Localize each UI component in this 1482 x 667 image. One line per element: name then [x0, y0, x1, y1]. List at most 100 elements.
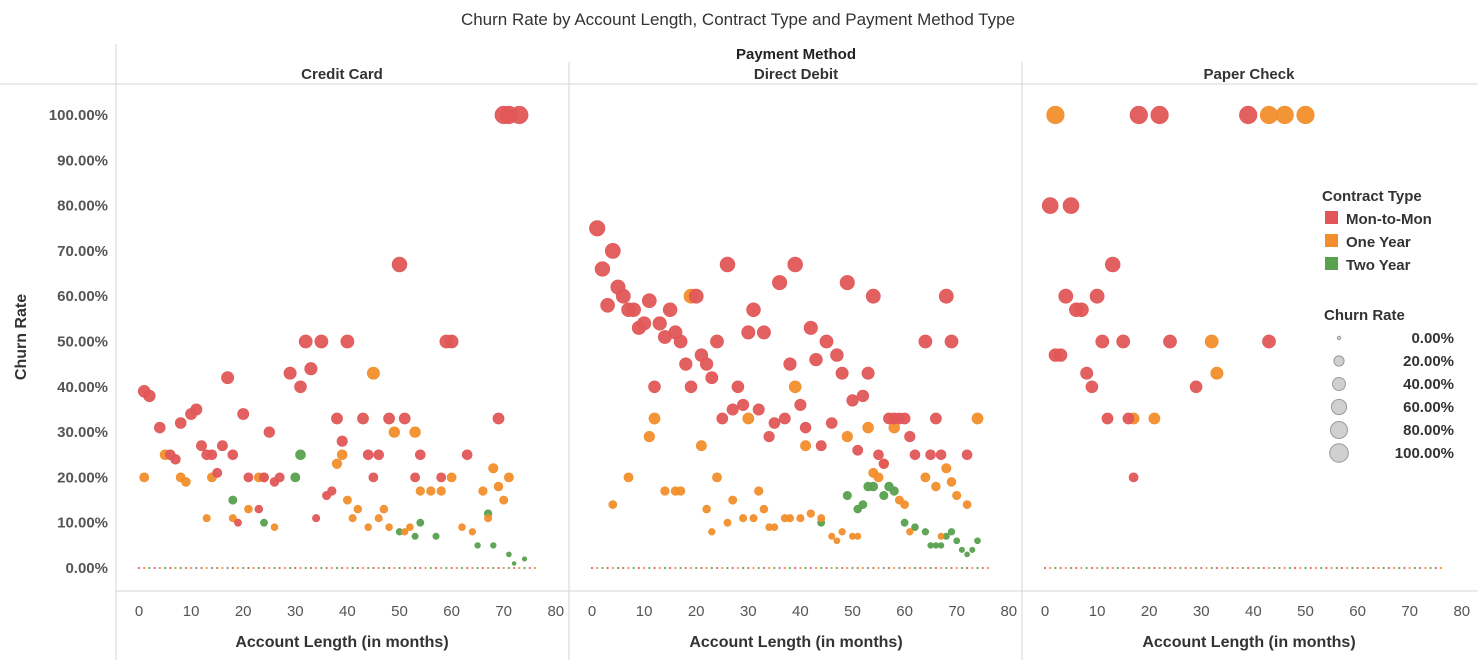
zero-churn-point — [190, 566, 193, 570]
zero-churn-point — [288, 566, 292, 570]
data-point-mon-to-mon — [1053, 348, 1068, 362]
x-tick-label: 10 — [183, 603, 200, 620]
data-point-one-year — [937, 532, 945, 540]
zero-churn-point — [919, 566, 922, 570]
zero-churn-point — [1174, 566, 1177, 570]
zero-churn-point — [731, 566, 734, 570]
zero-churn-point — [231, 566, 234, 570]
zero-churn-point — [1262, 566, 1265, 570]
zero-churn-point — [372, 566, 375, 570]
zero-churn-point — [257, 566, 260, 570]
zero-churn-point — [1163, 566, 1166, 570]
zero-churn-point — [1111, 566, 1114, 570]
zero-churn-point — [1356, 566, 1359, 570]
zero-churn-point — [1419, 566, 1422, 570]
data-point-mon-to-mon — [925, 449, 936, 461]
zero-churn-point — [1366, 566, 1370, 570]
data-point-mon-to-mon — [283, 366, 297, 380]
x-tick-label: 70 — [948, 603, 965, 620]
zero-churn-point — [1116, 566, 1120, 570]
data-point-mon-to-mon — [331, 412, 343, 425]
data-point-one-year — [754, 486, 764, 496]
data-point-one-year — [181, 477, 191, 487]
zero-churn-point — [887, 566, 891, 570]
y-tick-label: 0.00% — [65, 560, 108, 577]
color-legend: Contract Type Mon-to-Mon One Year Two Ye… — [1322, 188, 1432, 274]
data-point-mon-to-mon — [835, 366, 849, 380]
y-tick-label: 50.00% — [57, 334, 108, 351]
data-point-two-year — [260, 518, 268, 527]
data-point-one-year — [379, 504, 389, 514]
data-point-mon-to-mon — [263, 426, 275, 438]
x-tick-label: 30 — [1193, 603, 1210, 620]
data-point-mon-to-mon — [600, 298, 615, 313]
data-point-one-year — [833, 537, 841, 545]
zero-churn-point — [679, 566, 682, 570]
data-point-two-year — [411, 532, 419, 540]
zero-churn-point — [648, 566, 651, 570]
zero-churn-point — [1210, 566, 1213, 570]
data-point-one-year — [401, 528, 409, 536]
zero-churn-point — [840, 566, 844, 570]
zero-churn-point — [1392, 566, 1396, 570]
zero-churn-point — [658, 566, 661, 570]
legend-swatch-mon-to-mon — [1325, 211, 1338, 224]
data-point-mon-to-mon — [298, 334, 313, 349]
legend-label-two-year: Two Year — [1346, 257, 1411, 274]
data-point-one-year — [695, 440, 707, 452]
zero-churn-point — [1054, 566, 1057, 570]
zero-churn-point — [710, 566, 713, 570]
size-legend-marker — [1333, 355, 1345, 367]
zero-churn-point — [1330, 566, 1333, 570]
zero-churn-point — [1288, 566, 1291, 570]
data-point-one-year — [900, 500, 909, 509]
data-point-one-year — [660, 486, 670, 496]
zero-churn-point — [143, 566, 146, 570]
data-point-two-year — [842, 490, 852, 501]
data-point-one-year — [742, 412, 755, 425]
zero-churn-point — [1429, 566, 1432, 570]
zero-churn-point — [1080, 566, 1083, 570]
zero-churn-point — [1236, 566, 1239, 570]
color-legend-title: Contract Type — [1322, 188, 1422, 205]
zero-churn-point — [1309, 566, 1312, 570]
zero-churn-point — [153, 566, 156, 570]
zero-churn-point — [1278, 566, 1281, 570]
data-point-one-year — [139, 472, 150, 483]
x-axes: 0 10 20 30 40 50 60 70 80 0 10 20 30 40 50 60 70 80 0 10 20 3… — [135, 603, 1470, 620]
data-point-one-year — [468, 528, 477, 536]
zero-churn-point — [689, 566, 693, 570]
data-point-one-year — [723, 518, 732, 527]
panel-header-paper-check: Paper Check — [1204, 66, 1296, 83]
data-point-mon-to-mon — [930, 412, 942, 425]
zero-churn-point — [210, 566, 214, 570]
data-point-mon-to-mon — [935, 449, 947, 461]
zero-churn-point — [1325, 566, 1328, 570]
data-point-mon-to-mon — [174, 417, 187, 429]
data-point-two-year — [927, 542, 934, 549]
data-point-mon-to-mon — [719, 256, 736, 273]
zero-churn-point — [137, 566, 141, 570]
data-point-mon-to-mon — [1101, 412, 1114, 425]
zero-churn-point — [216, 566, 219, 570]
y-tick-label: 70.00% — [57, 243, 108, 260]
zero-churn-point — [903, 566, 906, 570]
zero-churn-point — [1299, 566, 1302, 570]
zero-churn-point — [367, 566, 370, 570]
data-point-mon-to-mon — [212, 467, 223, 478]
x-tick-label: 20 — [235, 603, 252, 620]
x-tick-label: 0 — [588, 603, 596, 620]
zero-churn-point — [814, 566, 818, 570]
zero-churn-point — [1132, 566, 1135, 570]
y-tick-label: 20.00% — [57, 469, 108, 486]
data-point-mon-to-mon — [362, 449, 374, 461]
x-tick-label: 40 — [1245, 603, 1262, 620]
data-point-mon-to-mon — [688, 288, 704, 304]
data-point-two-year — [474, 542, 481, 549]
zero-churn-point — [1106, 566, 1109, 570]
zero-churn-point — [335, 566, 339, 570]
data-point-one-year — [906, 528, 914, 536]
y-tick-label: 90.00% — [57, 152, 108, 169]
zero-churn-point — [492, 566, 495, 570]
zero-churn-point — [1408, 566, 1411, 570]
